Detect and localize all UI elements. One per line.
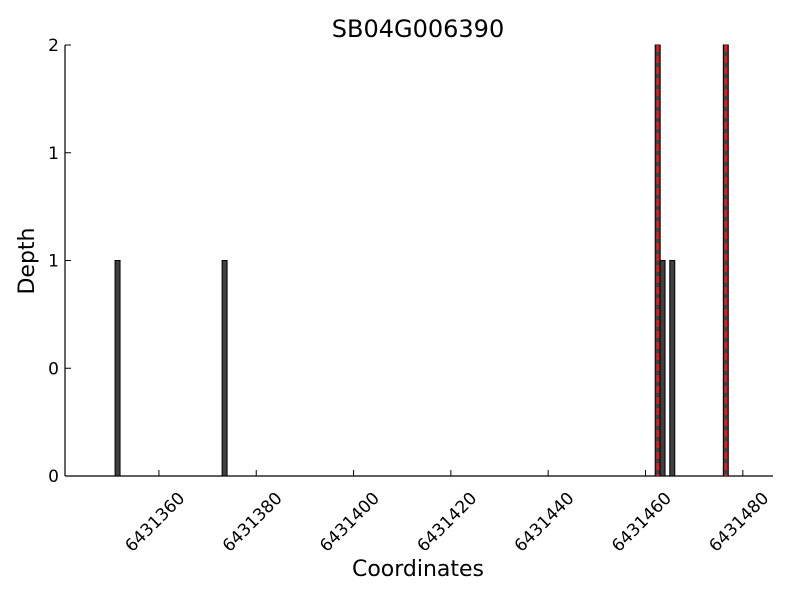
x-tick-label: 6431420 bbox=[413, 489, 481, 557]
x-tick-label: 6431440 bbox=[511, 489, 579, 557]
x-tick-label: 6431460 bbox=[608, 489, 676, 557]
x-axis-label: Coordinates bbox=[352, 557, 484, 582]
x-tick-label: 6431400 bbox=[316, 489, 384, 557]
x-tick-label: 6431380 bbox=[219, 489, 287, 557]
y-tick-label: 2 bbox=[48, 36, 59, 56]
y-axis-label: Depth bbox=[15, 227, 40, 294]
x-tick-label: 6431480 bbox=[705, 489, 773, 557]
chart-title: SB04G006390 bbox=[332, 15, 504, 43]
y-tick-label: 1 bbox=[48, 252, 59, 272]
x-tick-label: 6431360 bbox=[122, 489, 190, 557]
y-tick-label: 1 bbox=[48, 144, 59, 164]
y-tick-label: 0 bbox=[48, 359, 59, 379]
y-tick-label: 0 bbox=[48, 467, 59, 487]
bar bbox=[221, 260, 228, 477]
bar bbox=[659, 260, 666, 477]
bar bbox=[114, 260, 121, 477]
bar bbox=[669, 260, 676, 477]
